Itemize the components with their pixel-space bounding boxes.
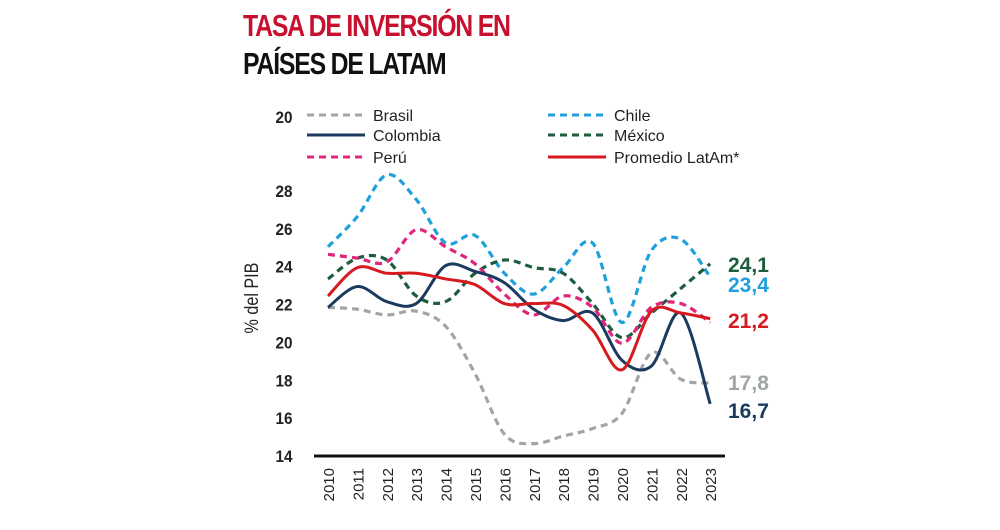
end-value-label: 16,7 <box>728 400 769 423</box>
y-tick-label: 22 <box>275 296 292 315</box>
x-tick-label: 2010 <box>321 468 338 501</box>
y-tick-label: 20 <box>275 108 292 127</box>
end-value-label: 17,8 <box>728 372 769 395</box>
legend-label: Brasil <box>373 108 413 125</box>
series-line-brasil <box>327 305 711 446</box>
end-value-label: 23,4 <box>728 274 769 297</box>
y-tick-label: 14 <box>275 447 292 466</box>
y-axis-label: % del PIB <box>241 263 263 334</box>
legend-label: Chile <box>614 108 651 125</box>
legend-label: Promedio LatAm* <box>614 150 739 167</box>
series-line-colombia <box>327 262 712 405</box>
x-tick-label: 2012 <box>380 468 397 501</box>
x-tick-label: 2018 <box>556 468 573 501</box>
x-tick-label: 2019 <box>586 468 603 501</box>
x-tick-label: 2015 <box>468 468 485 501</box>
x-tick-label: 2013 <box>409 468 426 501</box>
legend-label: México <box>614 128 665 145</box>
x-tick-label: 2011 <box>350 468 367 500</box>
end-value-label: 21,2 <box>728 310 769 333</box>
x-tick-label: 2017 <box>527 468 544 501</box>
series-line-chile <box>326 173 712 325</box>
series-line-per- <box>327 227 712 345</box>
x-tick-label: 2021 <box>644 468 661 501</box>
x-tick-label: 2020 <box>615 468 632 501</box>
x-tick-label: 2014 <box>439 468 456 501</box>
y-tick-label: 16 <box>275 409 292 428</box>
legend-label: Colombia <box>373 128 441 145</box>
chart-title-line-2: PAÍSES DE LATAM <box>243 46 447 81</box>
y-tick-label: 24 <box>275 258 292 277</box>
y-tick-label: 18 <box>275 372 292 391</box>
end-value-label: 24,1 <box>728 254 769 277</box>
y-tick-label: 26 <box>275 220 292 239</box>
x-tick-label: 2016 <box>497 468 514 501</box>
series-line-promedio-latam- <box>326 265 711 372</box>
x-tick-label: 2023 <box>703 468 720 501</box>
chart-title-line-1: TASA DE INVERSIÓN EN <box>243 8 511 43</box>
x-tick-label: 2022 <box>674 468 691 501</box>
y-tick-label: 20 <box>275 334 292 353</box>
legend-label: Perú <box>373 150 407 167</box>
y-tick-label: 28 <box>275 182 292 201</box>
